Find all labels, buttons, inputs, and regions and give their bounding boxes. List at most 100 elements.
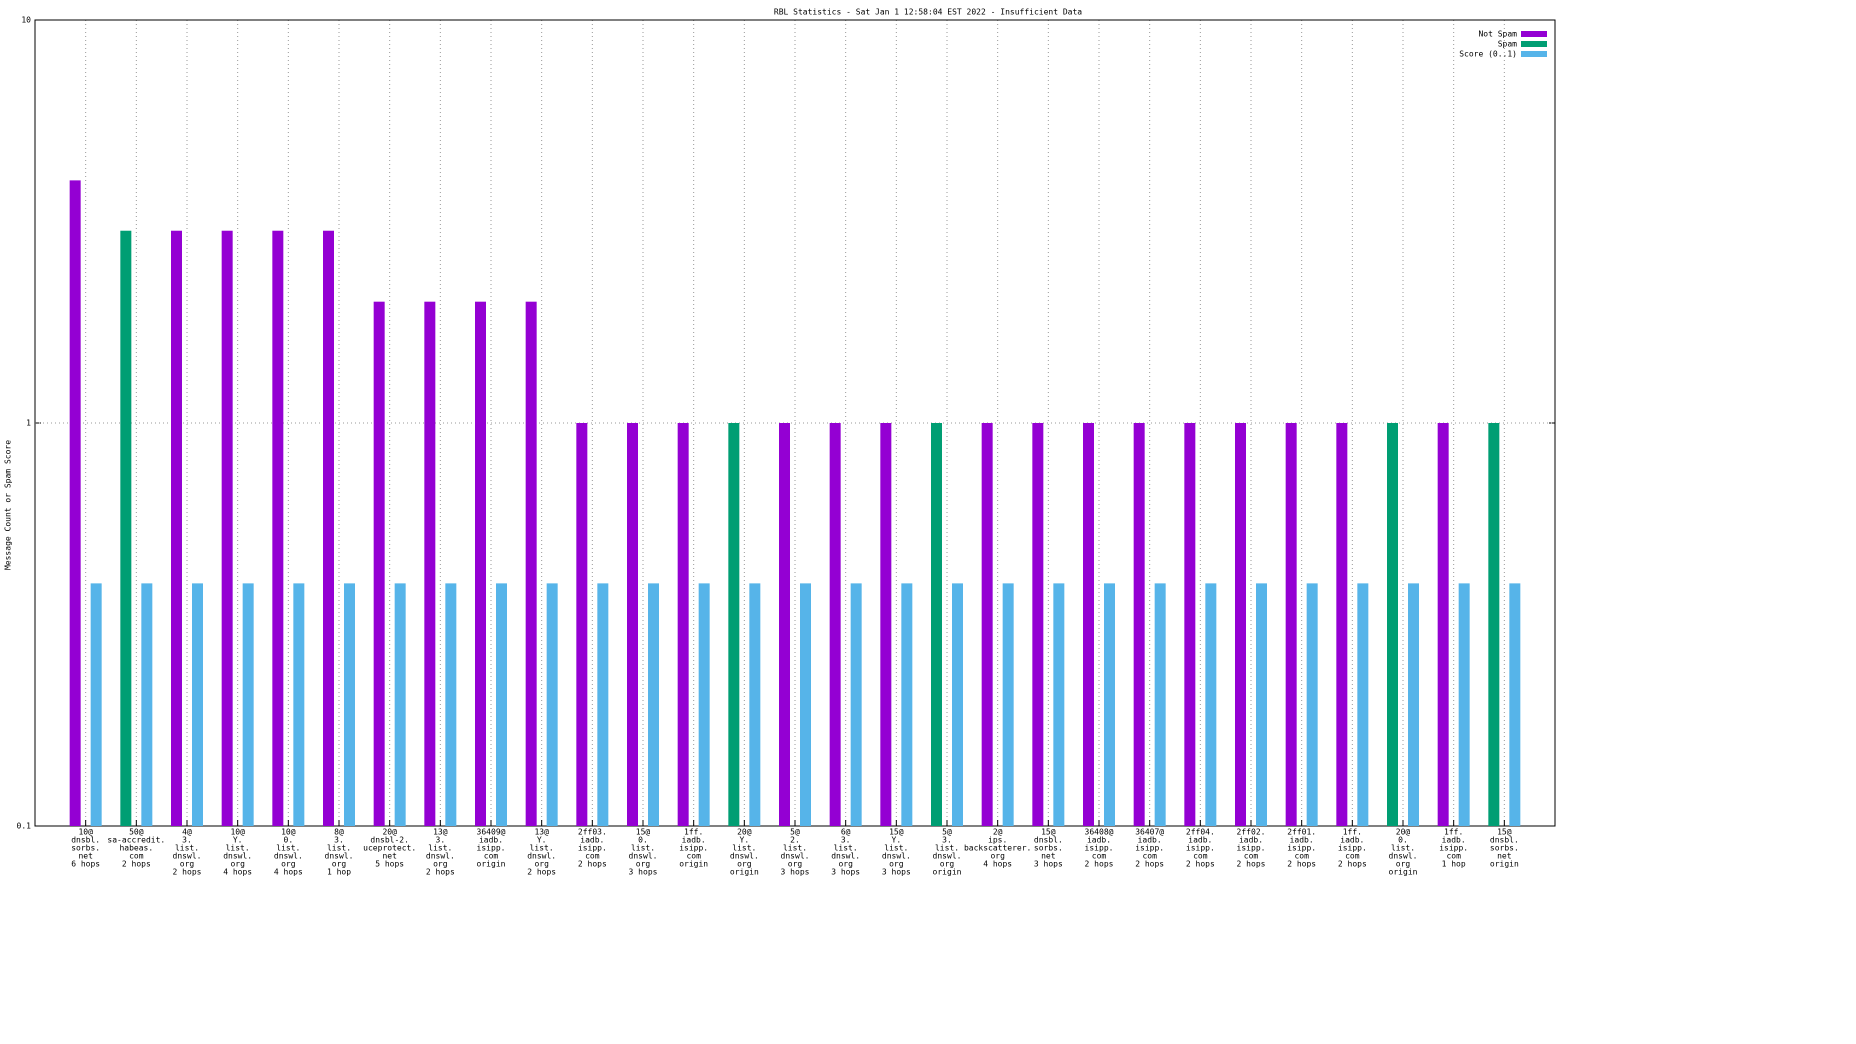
x-tick-label: 5 hops xyxy=(375,860,404,869)
x-tick-label: 2 hops xyxy=(173,868,202,877)
y-tick-label: 1 xyxy=(26,419,31,428)
x-tick-label: com xyxy=(1446,852,1461,861)
x-tick-label: dnswl. xyxy=(831,852,860,861)
x-tick-label: dnswl. xyxy=(173,852,202,861)
bar xyxy=(1387,423,1398,826)
bar xyxy=(1184,423,1196,826)
bar xyxy=(1336,423,1348,826)
x-tick-label: 5@ xyxy=(790,828,800,837)
x-tick-label: Y. xyxy=(740,836,750,845)
x-tick-label: list. xyxy=(226,844,250,853)
x-tick-label: 3 hops xyxy=(781,868,810,877)
x-tick-label: net xyxy=(1041,852,1056,861)
x-tick-label: 20@ xyxy=(1396,828,1411,837)
x-tick-label: com xyxy=(1345,852,1360,861)
x-tick-label: 2. xyxy=(790,836,800,845)
legend-swatch xyxy=(1521,51,1547,57)
x-tick-label: org xyxy=(433,860,448,869)
bar xyxy=(648,583,659,826)
x-tick-label: list. xyxy=(935,844,959,853)
legend-swatch xyxy=(1521,31,1547,37)
legend-swatch xyxy=(1521,41,1547,47)
x-tick-label: dnsbl. xyxy=(71,836,100,845)
x-tick-label: 6@ xyxy=(841,828,851,837)
x-tick-label: 3. xyxy=(436,836,446,845)
x-tick-label: 10@ xyxy=(78,828,93,837)
bar xyxy=(952,583,963,826)
bar xyxy=(698,583,710,826)
x-tick-label: 2ff03. xyxy=(578,828,607,837)
x-tick-label: 13@ xyxy=(534,828,549,837)
bar xyxy=(1488,423,1500,826)
x-tick-label: dnswl. xyxy=(426,852,455,861)
bar xyxy=(1256,583,1267,826)
bar xyxy=(1032,423,1044,826)
x-tick-label: 2 hops xyxy=(1287,860,1316,869)
y-tick-label: 0.1 xyxy=(17,822,32,831)
x-tick-label: 4 hops xyxy=(274,868,303,877)
x-tick-label: 36408@ xyxy=(1085,828,1114,837)
x-tick-label: 2@ xyxy=(993,828,1003,837)
x-tick-label: 2 hops xyxy=(1135,860,1164,869)
bar xyxy=(850,583,862,826)
x-tick-label: 5@ xyxy=(942,828,952,837)
bar xyxy=(1154,583,1166,826)
bar xyxy=(1357,583,1369,826)
bar xyxy=(475,301,486,826)
x-tick-label: 15@ xyxy=(636,828,651,837)
bar xyxy=(1437,423,1449,826)
bar xyxy=(576,423,588,826)
x-tick-label: list. xyxy=(732,844,756,853)
x-tick-label: isipp. xyxy=(1338,844,1367,853)
x-tick-label: origin xyxy=(1389,868,1418,877)
x-tick-label: dnswl. xyxy=(527,852,556,861)
x-tick-label: origin xyxy=(1490,860,1519,869)
x-tick-label: org xyxy=(737,860,752,869)
bar xyxy=(221,230,233,826)
x-tick-label: com xyxy=(686,852,701,861)
x-tick-label: com xyxy=(1244,852,1259,861)
bar xyxy=(323,230,334,826)
x-tick-label: 1ff. xyxy=(1444,828,1463,837)
x-tick-label: org xyxy=(940,860,955,869)
x-tick-label: 50@ xyxy=(129,828,144,837)
bar xyxy=(496,583,507,826)
x-tick-label: dnswl. xyxy=(781,852,810,861)
x-tick-label: 0. xyxy=(638,836,648,845)
x-tick-label: net xyxy=(1497,852,1512,861)
x-tick-label: org xyxy=(180,860,195,869)
bar xyxy=(1306,583,1318,826)
bar xyxy=(800,583,811,826)
x-tick-label: 3. xyxy=(942,836,952,845)
x-tick-label: isipp. xyxy=(1287,844,1316,853)
bar xyxy=(1285,423,1297,826)
x-tick-label: com xyxy=(1142,852,1157,861)
x-tick-label: list. xyxy=(631,844,655,853)
bar xyxy=(1205,583,1217,826)
legend-label: Spam xyxy=(1498,40,1517,49)
x-tick-label: isipp. xyxy=(1186,844,1215,853)
bar xyxy=(829,423,841,826)
bar xyxy=(120,230,132,826)
x-tick-label: 2ff04. xyxy=(1186,828,1215,837)
x-tick-label: 2 hops xyxy=(1237,860,1266,869)
x-tick-label: 20@ xyxy=(382,828,397,837)
x-tick-label: 3. xyxy=(182,836,192,845)
x-tick-label: iadb. xyxy=(1188,836,1212,845)
x-tick-label: iadb. xyxy=(1138,836,1162,845)
bar xyxy=(1235,423,1246,826)
x-tick-label: list. xyxy=(530,844,554,853)
x-tick-label: 1 hop xyxy=(1442,860,1466,869)
bar xyxy=(525,301,537,826)
bar xyxy=(1053,583,1065,826)
x-tick-label: 0. xyxy=(1398,836,1408,845)
x-tick-label: iadb. xyxy=(1239,836,1263,845)
x-tick-label: 10@ xyxy=(281,828,296,837)
x-tick-label: 4 hops xyxy=(223,868,252,877)
x-tick-label: org xyxy=(788,860,803,869)
x-tick-label: Y. xyxy=(892,836,902,845)
bar xyxy=(728,423,740,826)
